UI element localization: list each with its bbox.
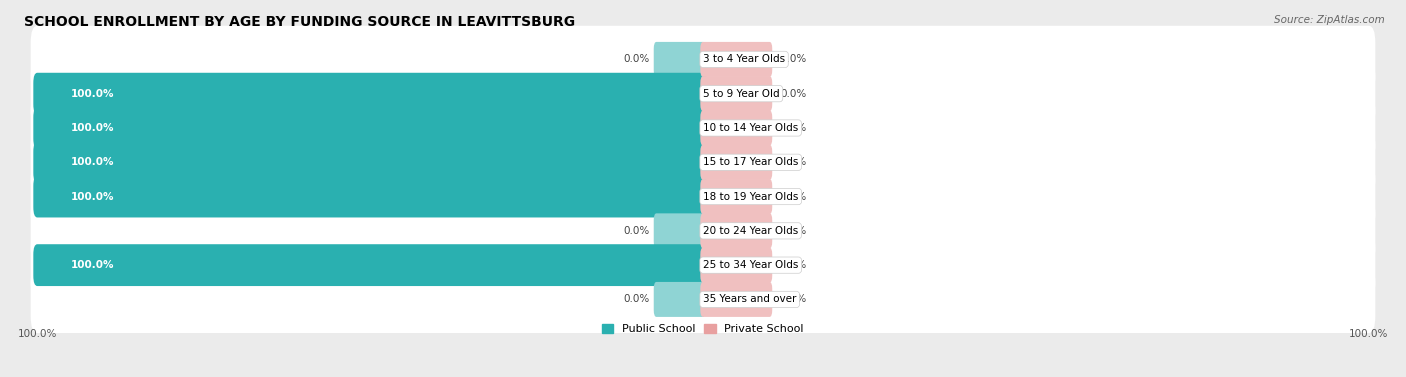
Text: 0.0%: 0.0% (780, 192, 807, 202)
Text: 5 to 9 Year Old: 5 to 9 Year Old (703, 89, 779, 99)
Text: 100.0%: 100.0% (70, 123, 114, 133)
Legend: Public School, Private School: Public School, Private School (598, 320, 808, 339)
Text: 100.0%: 100.0% (70, 89, 114, 99)
Text: 20 to 24 Year Olds: 20 to 24 Year Olds (703, 226, 799, 236)
Text: 0.0%: 0.0% (623, 54, 650, 64)
Text: 15 to 17 Year Olds: 15 to 17 Year Olds (703, 157, 799, 167)
Text: 0.0%: 0.0% (780, 157, 807, 167)
FancyBboxPatch shape (700, 110, 772, 146)
FancyBboxPatch shape (700, 42, 772, 77)
Text: 0.0%: 0.0% (623, 294, 650, 304)
Text: 3 to 4 Year Olds: 3 to 4 Year Olds (703, 54, 785, 64)
Text: 18 to 19 Year Olds: 18 to 19 Year Olds (703, 192, 799, 202)
Text: 100.0%: 100.0% (70, 192, 114, 202)
FancyBboxPatch shape (31, 266, 1375, 333)
FancyBboxPatch shape (654, 42, 706, 77)
FancyBboxPatch shape (700, 145, 772, 180)
Text: 100.0%: 100.0% (70, 157, 114, 167)
Text: 0.0%: 0.0% (780, 89, 807, 99)
FancyBboxPatch shape (31, 60, 1375, 127)
FancyBboxPatch shape (700, 248, 772, 283)
FancyBboxPatch shape (700, 179, 772, 214)
FancyBboxPatch shape (34, 73, 707, 115)
Text: SCHOOL ENROLLMENT BY AGE BY FUNDING SOURCE IN LEAVITTSBURG: SCHOOL ENROLLMENT BY AGE BY FUNDING SOUR… (24, 15, 575, 29)
FancyBboxPatch shape (31, 94, 1375, 162)
FancyBboxPatch shape (700, 282, 772, 317)
FancyBboxPatch shape (34, 107, 707, 149)
Text: 35 Years and over: 35 Years and over (703, 294, 796, 304)
FancyBboxPatch shape (654, 282, 706, 317)
FancyBboxPatch shape (700, 213, 772, 248)
Text: 10 to 14 Year Olds: 10 to 14 Year Olds (703, 123, 799, 133)
FancyBboxPatch shape (34, 176, 707, 218)
FancyBboxPatch shape (31, 26, 1375, 93)
Text: 0.0%: 0.0% (780, 294, 807, 304)
Text: 0.0%: 0.0% (780, 123, 807, 133)
FancyBboxPatch shape (31, 129, 1375, 196)
Text: 0.0%: 0.0% (780, 54, 807, 64)
FancyBboxPatch shape (34, 141, 707, 183)
FancyBboxPatch shape (31, 231, 1375, 299)
Text: 25 to 34 Year Olds: 25 to 34 Year Olds (703, 260, 799, 270)
FancyBboxPatch shape (31, 163, 1375, 230)
Text: 0.0%: 0.0% (780, 226, 807, 236)
Text: 100.0%: 100.0% (70, 260, 114, 270)
FancyBboxPatch shape (700, 76, 772, 111)
Text: 0.0%: 0.0% (623, 226, 650, 236)
Text: 0.0%: 0.0% (780, 260, 807, 270)
FancyBboxPatch shape (31, 197, 1375, 264)
FancyBboxPatch shape (34, 244, 707, 286)
Text: Source: ZipAtlas.com: Source: ZipAtlas.com (1274, 15, 1385, 25)
FancyBboxPatch shape (654, 213, 706, 248)
